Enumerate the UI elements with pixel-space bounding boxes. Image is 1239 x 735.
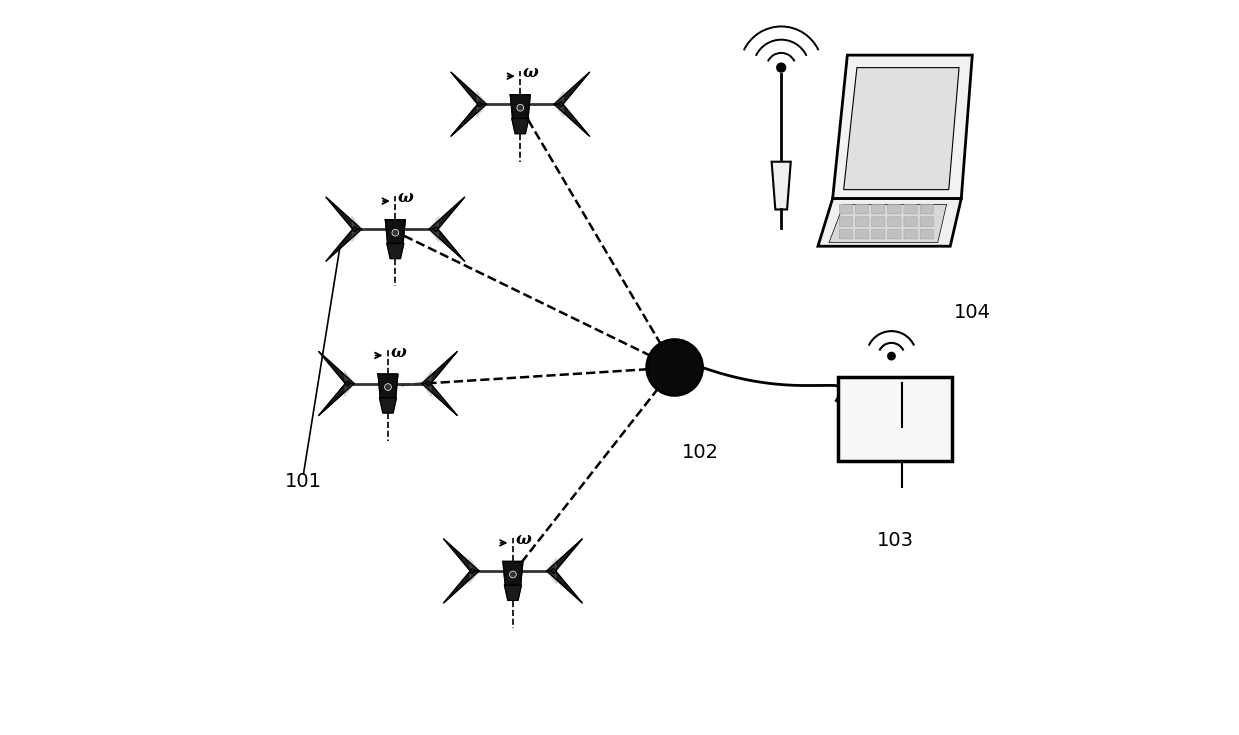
Polygon shape [546, 571, 556, 584]
Polygon shape [504, 585, 522, 600]
Circle shape [509, 571, 517, 578]
FancyBboxPatch shape [904, 204, 917, 214]
Polygon shape [477, 104, 487, 117]
Circle shape [776, 62, 787, 73]
FancyBboxPatch shape [839, 229, 852, 239]
Polygon shape [318, 384, 354, 415]
Circle shape [384, 384, 392, 390]
Polygon shape [546, 558, 556, 571]
Circle shape [471, 569, 475, 573]
FancyBboxPatch shape [855, 204, 869, 214]
FancyBboxPatch shape [855, 229, 869, 239]
Polygon shape [421, 351, 457, 384]
FancyBboxPatch shape [871, 204, 885, 214]
Polygon shape [512, 118, 529, 134]
Polygon shape [818, 198, 961, 246]
Circle shape [551, 569, 555, 573]
Circle shape [346, 381, 349, 386]
Polygon shape [352, 229, 362, 242]
Polygon shape [470, 558, 479, 571]
Polygon shape [421, 384, 457, 415]
Polygon shape [477, 91, 487, 104]
Text: 103: 103 [877, 531, 913, 550]
Circle shape [392, 229, 399, 236]
Polygon shape [554, 72, 590, 104]
Circle shape [647, 340, 703, 395]
FancyBboxPatch shape [839, 204, 852, 214]
Text: 101: 101 [285, 472, 322, 491]
Circle shape [353, 227, 357, 232]
Polygon shape [326, 229, 362, 261]
FancyBboxPatch shape [888, 217, 901, 226]
FancyBboxPatch shape [871, 217, 885, 226]
Bar [838, 376, 952, 462]
Polygon shape [772, 162, 790, 209]
FancyBboxPatch shape [921, 217, 933, 226]
Polygon shape [344, 370, 354, 384]
Polygon shape [444, 571, 479, 603]
Polygon shape [379, 398, 396, 413]
Text: ω: ω [390, 343, 406, 361]
Polygon shape [510, 95, 530, 118]
FancyBboxPatch shape [921, 204, 933, 214]
Text: ω: ω [515, 531, 532, 548]
Polygon shape [554, 91, 564, 104]
Polygon shape [318, 351, 354, 384]
Polygon shape [344, 384, 354, 396]
Polygon shape [429, 197, 465, 229]
Polygon shape [844, 68, 959, 190]
Polygon shape [352, 216, 362, 229]
Polygon shape [451, 72, 487, 104]
FancyBboxPatch shape [855, 217, 869, 226]
FancyBboxPatch shape [871, 229, 885, 239]
Text: ω: ω [523, 64, 539, 82]
Polygon shape [421, 384, 431, 396]
Polygon shape [444, 539, 479, 571]
FancyBboxPatch shape [888, 229, 901, 239]
Polygon shape [470, 571, 479, 584]
Polygon shape [429, 216, 439, 229]
Text: 104: 104 [954, 303, 991, 322]
Polygon shape [554, 104, 590, 136]
Polygon shape [385, 220, 405, 243]
Polygon shape [503, 562, 523, 585]
FancyBboxPatch shape [904, 217, 917, 226]
Circle shape [426, 381, 431, 386]
Polygon shape [378, 374, 398, 398]
FancyBboxPatch shape [888, 204, 901, 214]
Polygon shape [546, 571, 582, 603]
Text: ω: ω [398, 189, 414, 207]
Polygon shape [421, 370, 431, 384]
Polygon shape [833, 55, 973, 198]
Polygon shape [554, 104, 564, 117]
Circle shape [434, 227, 439, 232]
Circle shape [887, 352, 896, 361]
Circle shape [517, 104, 524, 111]
Polygon shape [429, 229, 465, 261]
Polygon shape [829, 204, 947, 243]
FancyBboxPatch shape [904, 229, 917, 239]
Polygon shape [546, 539, 582, 571]
FancyBboxPatch shape [921, 229, 933, 239]
Polygon shape [451, 104, 487, 136]
Polygon shape [429, 229, 439, 242]
Circle shape [477, 102, 482, 107]
FancyBboxPatch shape [839, 217, 852, 226]
Polygon shape [387, 243, 404, 259]
Circle shape [559, 102, 563, 107]
Polygon shape [326, 197, 362, 229]
Text: 102: 102 [681, 442, 719, 462]
